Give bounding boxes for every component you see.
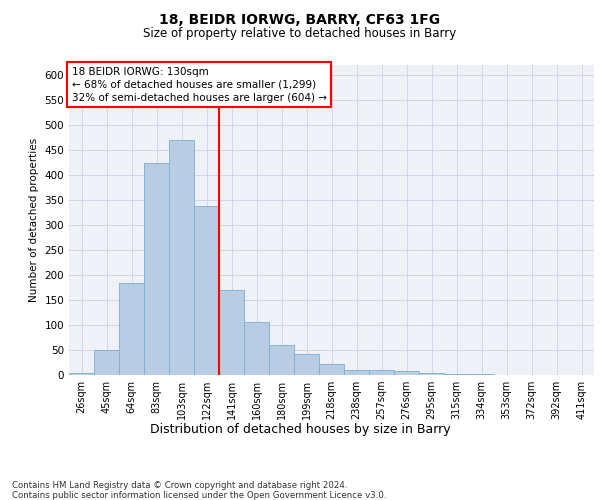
Bar — [444, 374, 469, 375]
Bar — [144, 162, 169, 375]
Bar — [544, 374, 569, 375]
Bar — [94, 350, 119, 375]
Bar — [69, 372, 94, 375]
Bar — [119, 282, 144, 375]
Bar — [369, 370, 394, 375]
Y-axis label: Number of detached properties: Number of detached properties — [29, 138, 39, 302]
Bar — [294, 354, 319, 375]
Bar — [269, 345, 294, 375]
Bar — [419, 372, 444, 375]
Text: 18, BEIDR IORWG, BARRY, CF63 1FG: 18, BEIDR IORWG, BARRY, CF63 1FG — [160, 12, 440, 26]
Bar — [469, 374, 494, 375]
Bar — [569, 374, 594, 375]
Text: Distribution of detached houses by size in Barry: Distribution of detached houses by size … — [149, 422, 451, 436]
Bar — [194, 206, 219, 375]
Text: 18 BEIDR IORWG: 130sqm
← 68% of detached houses are smaller (1,299)
32% of semi-: 18 BEIDR IORWG: 130sqm ← 68% of detached… — [71, 66, 326, 103]
Bar — [344, 370, 369, 375]
Text: Size of property relative to detached houses in Barry: Size of property relative to detached ho… — [143, 28, 457, 40]
Bar — [394, 371, 419, 375]
Bar — [519, 374, 544, 375]
Bar — [494, 374, 519, 375]
Bar — [244, 322, 269, 375]
Text: Contains HM Land Registry data © Crown copyright and database right 2024.
Contai: Contains HM Land Registry data © Crown c… — [12, 480, 386, 500]
Bar — [169, 140, 194, 375]
Bar — [219, 290, 244, 375]
Bar — [319, 364, 344, 375]
